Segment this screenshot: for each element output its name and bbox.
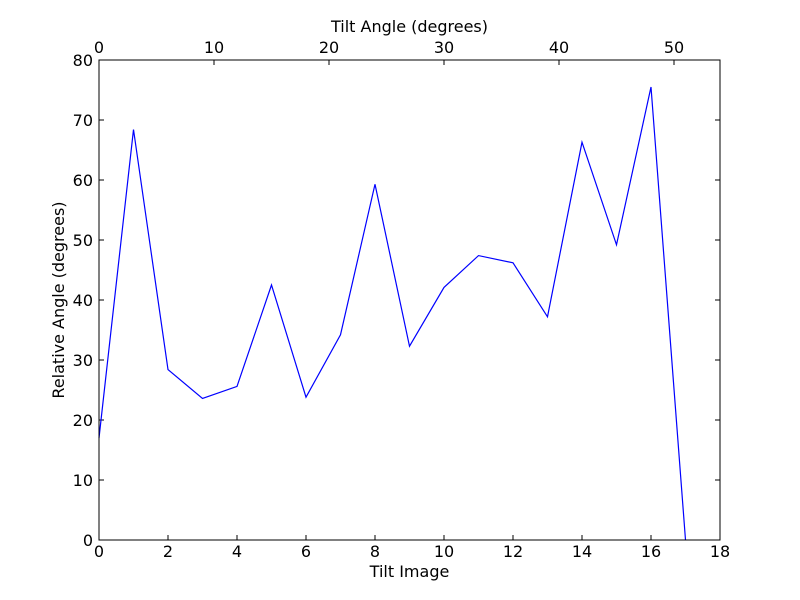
y-tick-label: 30 [73,351,93,370]
x-tick-label: 0 [94,542,104,561]
y-tick-label: 0 [83,531,93,550]
x-tick-label: 18 [710,542,730,561]
top-x-tick-label: 30 [434,38,454,57]
x-tick-label: 14 [572,542,592,561]
top-x-tick-label: 10 [204,38,224,57]
plot-area [98,86,687,541]
x-tick-label: 4 [232,542,242,561]
y-tick-label: 10 [73,471,93,490]
x-tick-label: 12 [503,542,523,561]
x-tick-label: 16 [641,542,661,561]
top-x-axis-label: Tilt Angle (degrees) [330,17,488,36]
x-tick-label: 6 [301,542,311,561]
x-tick-label: 8 [370,542,380,561]
y-tick-label: 50 [73,231,93,250]
top-x-tick-label: 20 [319,38,339,57]
y-tick-label: 80 [73,51,93,70]
y-tick-label: 70 [73,111,93,130]
y-tick-label: 20 [73,411,93,430]
x-tick-label: 10 [434,542,454,561]
tick-layer: 0 2 4 6 8 10 12 14 16 18 0 10 20 30 40 50 0 10 20 30 40 50 60 7… [73,38,731,561]
top-x-tick-label: 40 [549,38,569,57]
y-tick-label: 40 [73,291,93,310]
x-axis-label: Tilt Image [369,562,450,581]
top-x-tick-label: 50 [664,38,684,57]
x-tick-label: 2 [163,542,173,561]
top-x-tick-label: 0 [94,38,104,57]
y-axis-label: Relative Angle (degrees) [49,201,68,398]
y-tick-label: 60 [73,171,93,190]
axes-frame [98,59,721,541]
series-line [98,86,687,541]
